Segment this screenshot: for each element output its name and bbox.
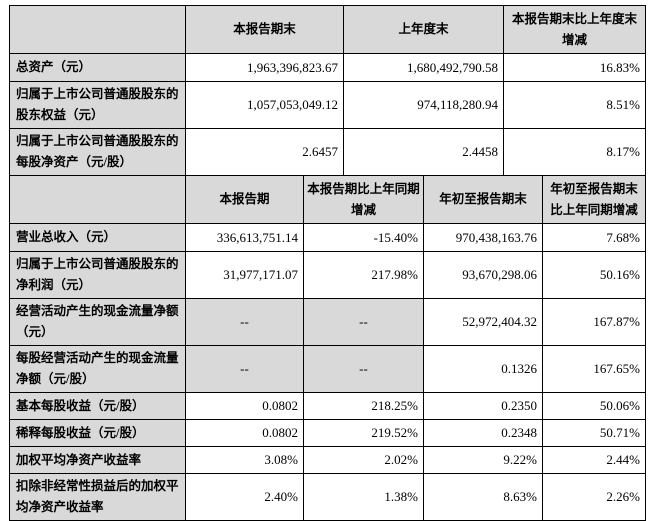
cell-value: 50.71% <box>542 419 646 447</box>
cell-value-na: -- <box>185 345 304 393</box>
header-row: 本报告期末 上年度末 本报告期末比上年度末增减 <box>9 5 646 54</box>
cell-value: 50.06% <box>542 392 646 420</box>
column-header: 本报告期 <box>185 175 304 224</box>
row-label: 基本每股收益（元/股） <box>9 392 186 420</box>
row-label: 归属于上市公司普通股股东的股东权益（元） <box>9 81 186 129</box>
row-label: 总资产（元） <box>9 53 186 82</box>
cell-value: 217.98% <box>303 251 424 299</box>
cell-value: 218.25% <box>303 392 424 420</box>
cell-value: 8.51% <box>503 81 646 129</box>
row-label: 每股经营活动产生的现金流量净额（元/股） <box>9 345 186 393</box>
table-row: 归属于上市公司普通股股东的净利润（元） 31,977,171.07 217.98… <box>9 251 646 299</box>
cell-value: 2.02% <box>303 446 424 474</box>
cell-value: 2.44% <box>542 446 646 474</box>
cell-value: 167.87% <box>542 298 646 346</box>
cell-value-na: -- <box>303 345 424 393</box>
cell-value: 0.0802 <box>185 419 304 447</box>
cell-value: 0.1326 <box>423 345 543 393</box>
cell-value: 974,118,280.94 <box>343 81 504 129</box>
cell-value: 336,613,751.14 <box>185 223 304 252</box>
row-label: 营业总收入（元） <box>9 223 186 252</box>
table-row: 每股经营活动产生的现金流量净额（元/股） -- -- 0.1326 167.65… <box>9 345 646 393</box>
row-label: 稀释每股收益（元/股） <box>9 419 186 447</box>
table-row: 营业总收入（元） 336,613,751.14 -15.40% 970,438,… <box>9 223 646 252</box>
column-header: 本报告期末比上年度末增减 <box>503 5 646 54</box>
column-header: 本报告期比上年同期增减 <box>303 175 424 224</box>
cell-value: 0.2350 <box>423 392 543 420</box>
row-label: 归属于上市公司普通股股东的每股净资产（元/股） <box>9 128 186 176</box>
cell-value: 1.38% <box>303 473 424 521</box>
cell-value: 970,438,163.76 <box>423 223 543 252</box>
table-row: 经营活动产生的现金流量净额（元） -- -- 52,972,404.32 167… <box>9 298 646 346</box>
column-header: 年初至报告期末比上年同期增减 <box>542 175 646 224</box>
header-row: 本报告期 本报告期比上年同期增减 年初至报告期末 年初至报告期末比上年同期增减 <box>9 175 646 224</box>
cell-value: 219.52% <box>303 419 424 447</box>
cell-value: 0.2348 <box>423 419 543 447</box>
cell-value: -15.40% <box>303 223 424 252</box>
cell-value: 31,977,171.07 <box>185 251 304 299</box>
cell-value: 167.65% <box>542 345 646 393</box>
corner-cell <box>9 5 186 54</box>
row-label: 归属于上市公司普通股股东的净利润（元） <box>9 251 186 299</box>
reporting-period-summary-table: 本报告期 本报告期比上年同期增减 年初至报告期末 年初至报告期末比上年同期增减 … <box>9 175 646 521</box>
table-row: 总资产（元） 1,963,396,823.67 1,680,492,790.58… <box>9 53 646 82</box>
cell-value: 50.16% <box>542 251 646 299</box>
column-header: 上年度末 <box>343 5 504 54</box>
cell-value: 7.68% <box>542 223 646 252</box>
column-header: 本报告期末 <box>185 5 344 54</box>
cell-value-na: -- <box>303 298 424 346</box>
table-row: 归属于上市公司普通股股东的每股净资产（元/股） 2.6457 2.4458 8.… <box>9 128 646 176</box>
table-row: 扣除非经常性损益后的加权平均净资产收益率 2.40% 1.38% 8.63% 2… <box>9 473 646 521</box>
table-row: 归属于上市公司普通股股东的股东权益（元） 1,057,053,049.12 97… <box>9 81 646 129</box>
cell-value: 1,963,396,823.67 <box>185 53 344 82</box>
row-label: 扣除非经常性损益后的加权平均净资产收益率 <box>9 473 186 521</box>
period-end-summary-table: 本报告期末 上年度末 本报告期末比上年度末增减 总资产（元） 1,963,396… <box>9 5 646 176</box>
cell-value: 16.83% <box>503 53 646 82</box>
cell-value: 52,972,404.32 <box>423 298 543 346</box>
cell-value: 2.6457 <box>185 128 344 176</box>
table-row: 基本每股收益（元/股） 0.0802 218.25% 0.2350 50.06% <box>9 392 646 420</box>
cell-value: 8.63% <box>423 473 543 521</box>
cell-value: 2.4458 <box>343 128 504 176</box>
row-label: 加权平均净资产收益率 <box>9 446 186 474</box>
table-row: 加权平均净资产收益率 3.08% 2.02% 9.22% 2.44% <box>9 446 646 474</box>
table-row: 稀释每股收益（元/股） 0.0802 219.52% 0.2348 50.71% <box>9 419 646 447</box>
cell-value: 1,680,492,790.58 <box>343 53 504 82</box>
column-header: 年初至报告期末 <box>423 175 543 224</box>
cell-value: 93,670,298.06 <box>423 251 543 299</box>
corner-cell <box>9 175 186 224</box>
cell-value: 1,057,053,049.12 <box>185 81 344 129</box>
cell-value: 3.08% <box>185 446 304 474</box>
cell-value: 8.17% <box>503 128 646 176</box>
cell-value: 9.22% <box>423 446 543 474</box>
row-label: 经营活动产生的现金流量净额（元） <box>9 298 186 346</box>
cell-value: 2.26% <box>542 473 646 521</box>
cell-value: 0.0802 <box>185 392 304 420</box>
cell-value-na: -- <box>185 298 304 346</box>
cell-value: 2.40% <box>185 473 304 521</box>
